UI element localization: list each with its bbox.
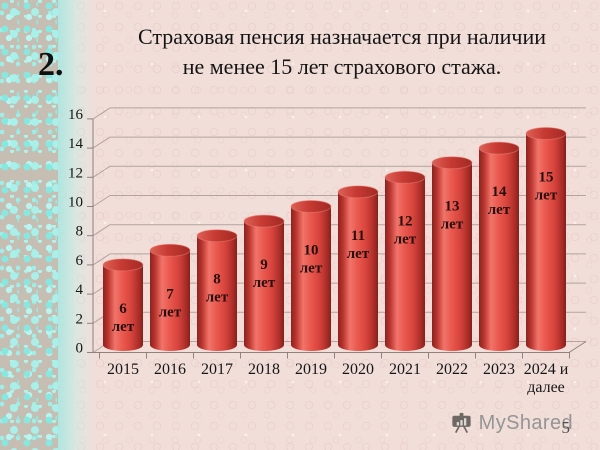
bar-value-unit-label: лет: [347, 246, 370, 262]
bar-value-label: 15: [539, 170, 554, 186]
bar-value-label: 7: [166, 286, 174, 302]
y-tick-label: 16: [68, 107, 84, 123]
bars: 6 лет 7 лет 8 лет 9 лет 10 лет 11 лет 12 лет 13 лет 14 ле…: [102, 127, 567, 351]
myshared-logo-icon: [452, 412, 471, 434]
x-tick-label: 2015: [107, 361, 139, 378]
cylinder-bar-2023: 14 лет: [478, 141, 520, 351]
x-tick-label: далее: [527, 379, 565, 396]
bar-value-unit-label: лет: [394, 231, 417, 247]
cylinder-bar-2018: 9 лет: [243, 214, 285, 351]
x-tick-label: 2018: [248, 361, 280, 378]
y-tick-label: 10: [68, 195, 83, 211]
x-tick-label: 2020: [342, 361, 374, 378]
bar-value-unit-label: лет: [441, 217, 464, 233]
page-number: 5: [561, 418, 571, 437]
y-tick-label: 4: [76, 282, 84, 298]
slide-title: Страховая пенсия назначается при наличии…: [92, 22, 592, 83]
x-tick-label: 2023: [483, 361, 515, 378]
watermark-text: MyShared: [478, 411, 573, 434]
slide-title-line-1: Страховая пенсия назначается при наличии: [137, 24, 547, 49]
bar-value-label: 9: [260, 257, 268, 273]
bar-value-unit-label: лет: [112, 319, 135, 335]
y-tick-label: 8: [76, 224, 84, 240]
watermark: MyShared: [449, 411, 573, 435]
slide-item-number: 2.: [38, 46, 64, 83]
bar-value-unit-label: лет: [159, 304, 182, 320]
bar-value-label: 13: [445, 199, 460, 215]
bar-value-label: 12: [398, 213, 413, 229]
bar-value-unit-label: лет: [535, 188, 558, 204]
cylinder-bar-2017: 8 лет: [196, 229, 238, 351]
cylinder-bar-2015: 6 лет: [102, 258, 144, 351]
bar-value-label: 11: [351, 228, 365, 244]
y-axis-labels: 0 2 4 6 8 10 12 14 16: [68, 107, 84, 357]
x-axis: [93, 341, 587, 359]
y-tick-label: 2: [76, 311, 84, 327]
cylinder-bar-2016: 7 лет: [149, 243, 191, 351]
x-tick-label: 2024 и: [524, 361, 569, 378]
y-tick-label: 6: [76, 253, 84, 269]
cylinder-bar-2024: 15 лет: [525, 127, 567, 351]
bar-value-label: 10: [304, 243, 319, 259]
bar-value-unit-label: лет: [206, 290, 229, 306]
x-tick-label: 2016: [154, 361, 186, 378]
bar-value-unit-label: лет: [300, 261, 323, 277]
x-tick-label: 2017: [201, 361, 233, 378]
bar-value-label: 8: [213, 272, 221, 288]
y-tick-label: 0: [76, 341, 84, 357]
slide-title-line-2: не менее 15 лет страхового стажа.: [182, 54, 502, 80]
bar-value-unit-label: лет: [253, 275, 276, 291]
decorative-mosaic-border: [0, 0, 96, 450]
y-tick-label: 14: [68, 136, 84, 152]
cylinder-bar-2019: 10 лет: [290, 200, 332, 351]
x-tick-label: 2021: [389, 361, 421, 378]
x-tick-label: 2022: [436, 361, 468, 378]
bar-value-label: 6: [119, 301, 127, 317]
x-tick-label: 2019: [295, 361, 327, 378]
bar-value-unit-label: лет: [488, 202, 511, 218]
cylinder-bar-2022: 13 лет: [431, 156, 473, 351]
x-axis-labels: 2015 2016 2017 2018 2019 2020 2021 2022 2023 2024…: [107, 361, 569, 396]
cylinder-bar-2020: 11 лет: [337, 185, 379, 351]
y-tick-label: 12: [68, 165, 83, 181]
bar-value-label: 14: [492, 184, 508, 200]
cylinder-bar-2021: 12 лет: [384, 170, 426, 351]
